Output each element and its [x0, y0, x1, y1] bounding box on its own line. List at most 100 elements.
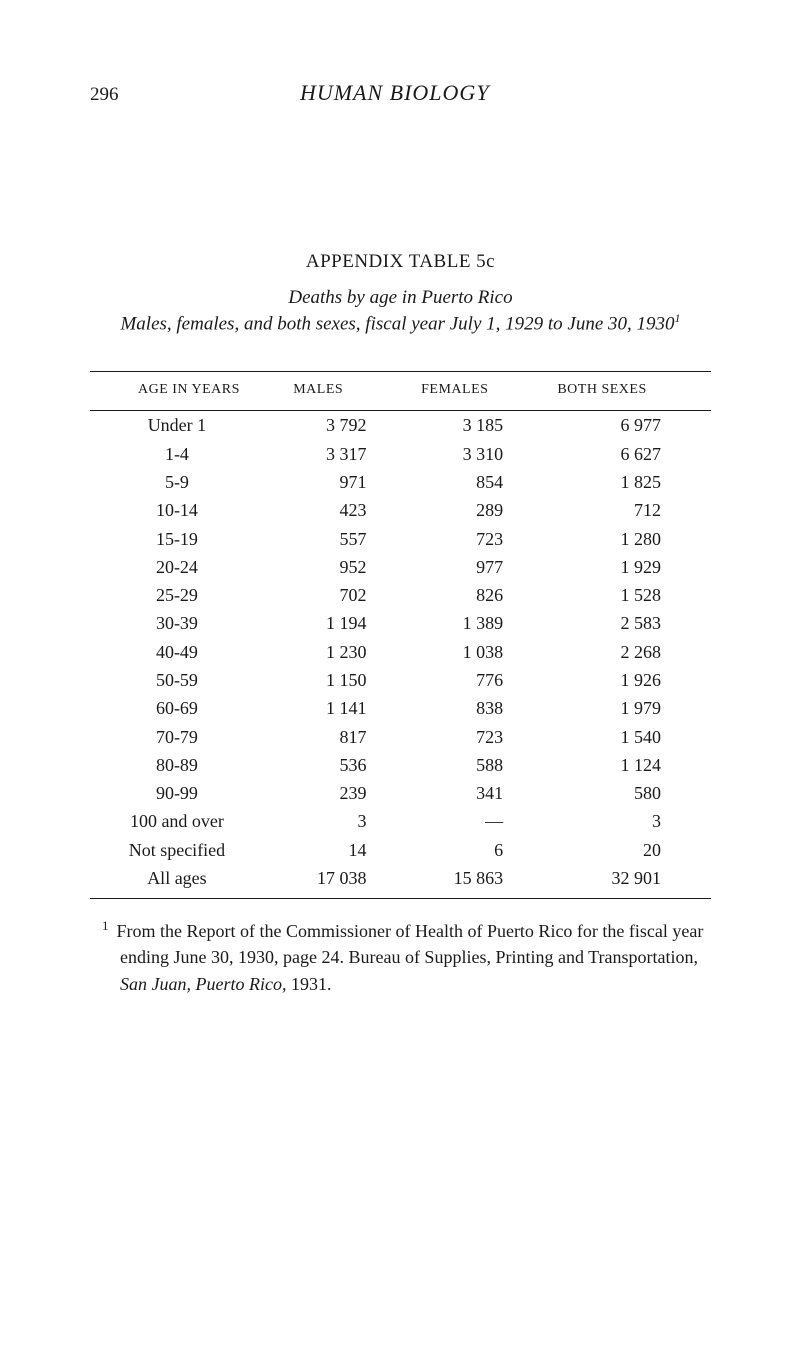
- cell-age: All ages: [90, 864, 264, 892]
- cell-age: 1-4: [90, 440, 264, 468]
- cell-both: 1 280: [537, 525, 711, 553]
- cell-females: 776: [400, 666, 537, 694]
- cell-both: 3: [537, 807, 711, 835]
- col-header-females: FEMALES: [400, 372, 537, 411]
- cell-age: 20-24: [90, 553, 264, 581]
- cell-age: 50-59: [90, 666, 264, 694]
- cell-males: 423: [264, 496, 401, 524]
- cell-females: 3 185: [400, 411, 537, 440]
- cell-females: 854: [400, 468, 537, 496]
- cell-males: 952: [264, 553, 401, 581]
- cell-females: 723: [400, 723, 537, 751]
- cell-males: 1 230: [264, 638, 401, 666]
- table-row: 70-798177231 540: [90, 723, 711, 751]
- cell-both: 1 825: [537, 468, 711, 496]
- cell-age: 100 and over: [90, 807, 264, 835]
- cell-males: 702: [264, 581, 401, 609]
- cell-age: 90-99: [90, 779, 264, 807]
- col-header-age: AGE IN YEARS: [90, 372, 264, 411]
- cell-males: 3: [264, 807, 401, 835]
- footnote-marker: 1: [102, 918, 109, 933]
- deaths-table: AGE IN YEARS MALES FEMALES BOTH SEXES Un…: [90, 371, 711, 899]
- cell-females: 6: [400, 836, 537, 864]
- cell-males: 536: [264, 751, 401, 779]
- cell-age: 15-19: [90, 525, 264, 553]
- cell-both: 20: [537, 836, 711, 864]
- footnote: 1 From the Report of the Commissioner of …: [90, 917, 711, 996]
- cell-both: 6 627: [537, 440, 711, 468]
- caption-text: Males, females, and both sexes, fiscal y…: [120, 313, 674, 334]
- cell-both: 1 979: [537, 694, 711, 722]
- cell-age: 30-39: [90, 609, 264, 637]
- cell-age: 60-69: [90, 694, 264, 722]
- cell-males: 1 150: [264, 666, 401, 694]
- cell-females: 826: [400, 581, 537, 609]
- appendix-title: APPENDIX TABLE 5c: [90, 251, 711, 273]
- col-header-both: BOTH SEXES: [537, 372, 711, 411]
- page-number: 296: [90, 85, 119, 104]
- running-head: HUMAN BIOLOGY: [119, 80, 672, 106]
- cell-age: 25-29: [90, 581, 264, 609]
- cell-males: 971: [264, 468, 401, 496]
- cell-both: 1 929: [537, 553, 711, 581]
- cell-males: 1 194: [264, 609, 401, 637]
- table-row: 20-249529771 929: [90, 553, 711, 581]
- cell-both: 6 977: [537, 411, 711, 440]
- cell-age: 40-49: [90, 638, 264, 666]
- table-row: 25-297028261 528: [90, 581, 711, 609]
- cell-females: 588: [400, 751, 537, 779]
- cell-age: Not specified: [90, 836, 264, 864]
- cell-females: 15 863: [400, 864, 537, 892]
- footnote-text: From the Report of the Commissioner of H…: [117, 921, 704, 967]
- table-row: 50-591 1507761 926: [90, 666, 711, 694]
- cell-females: 977: [400, 553, 537, 581]
- table-row: 40-491 2301 0382 268: [90, 638, 711, 666]
- cell-both: 580: [537, 779, 711, 807]
- table-row: 5-99718541 825: [90, 468, 711, 496]
- cell-females: 289: [400, 496, 537, 524]
- cell-both: 1 528: [537, 581, 711, 609]
- cell-females: 723: [400, 525, 537, 553]
- cell-males: 3 317: [264, 440, 401, 468]
- table-row: 90-99239341580: [90, 779, 711, 807]
- cell-age: 5-9: [90, 468, 264, 496]
- table-row: 15-195577231 280: [90, 525, 711, 553]
- cell-males: 817: [264, 723, 401, 751]
- table-row: 10-14423289712: [90, 496, 711, 524]
- cell-females: 838: [400, 694, 537, 722]
- caption-superscript: 1: [675, 311, 681, 325]
- cell-both: 712: [537, 496, 711, 524]
- cell-age: Under 1: [90, 411, 264, 440]
- cell-females: 1 038: [400, 638, 537, 666]
- cell-both: 1 540: [537, 723, 711, 751]
- cell-both: 2 268: [537, 638, 711, 666]
- cell-males: 557: [264, 525, 401, 553]
- table-row: All ages17 03815 86332 901: [90, 864, 711, 892]
- cell-males: 1 141: [264, 694, 401, 722]
- cell-females: —: [400, 807, 537, 835]
- cell-both: 1 124: [537, 751, 711, 779]
- table-row: Under 13 7923 1856 977: [90, 411, 711, 440]
- cell-females: 3 310: [400, 440, 537, 468]
- table-row: 80-895365881 124: [90, 751, 711, 779]
- cell-both: 32 901: [537, 864, 711, 892]
- col-header-males: MALES: [264, 372, 401, 411]
- cell-females: 341: [400, 779, 537, 807]
- table-bottom-rule: [90, 898, 711, 899]
- table-row: 30-391 1941 3892 583: [90, 609, 711, 637]
- cell-both: 1 926: [537, 666, 711, 694]
- cell-age: 10-14: [90, 496, 264, 524]
- table-caption-line1: Deaths by age in Puerto Rico: [90, 287, 711, 309]
- cell-females: 1 389: [400, 609, 537, 637]
- footnote-year: 1931.: [286, 974, 331, 994]
- table-header-row: AGE IN YEARS MALES FEMALES BOTH SEXES: [90, 372, 711, 411]
- cell-males: 17 038: [264, 864, 401, 892]
- table-row: 1-43 3173 3106 627: [90, 440, 711, 468]
- footnote-citation: San Juan, Puerto Rico,: [120, 974, 286, 994]
- cell-both: 2 583: [537, 609, 711, 637]
- cell-males: 3 792: [264, 411, 401, 440]
- table-caption-line2: Males, females, and both sexes, fiscal y…: [90, 311, 711, 335]
- cell-age: 80-89: [90, 751, 264, 779]
- cell-males: 14: [264, 836, 401, 864]
- cell-age: 70-79: [90, 723, 264, 751]
